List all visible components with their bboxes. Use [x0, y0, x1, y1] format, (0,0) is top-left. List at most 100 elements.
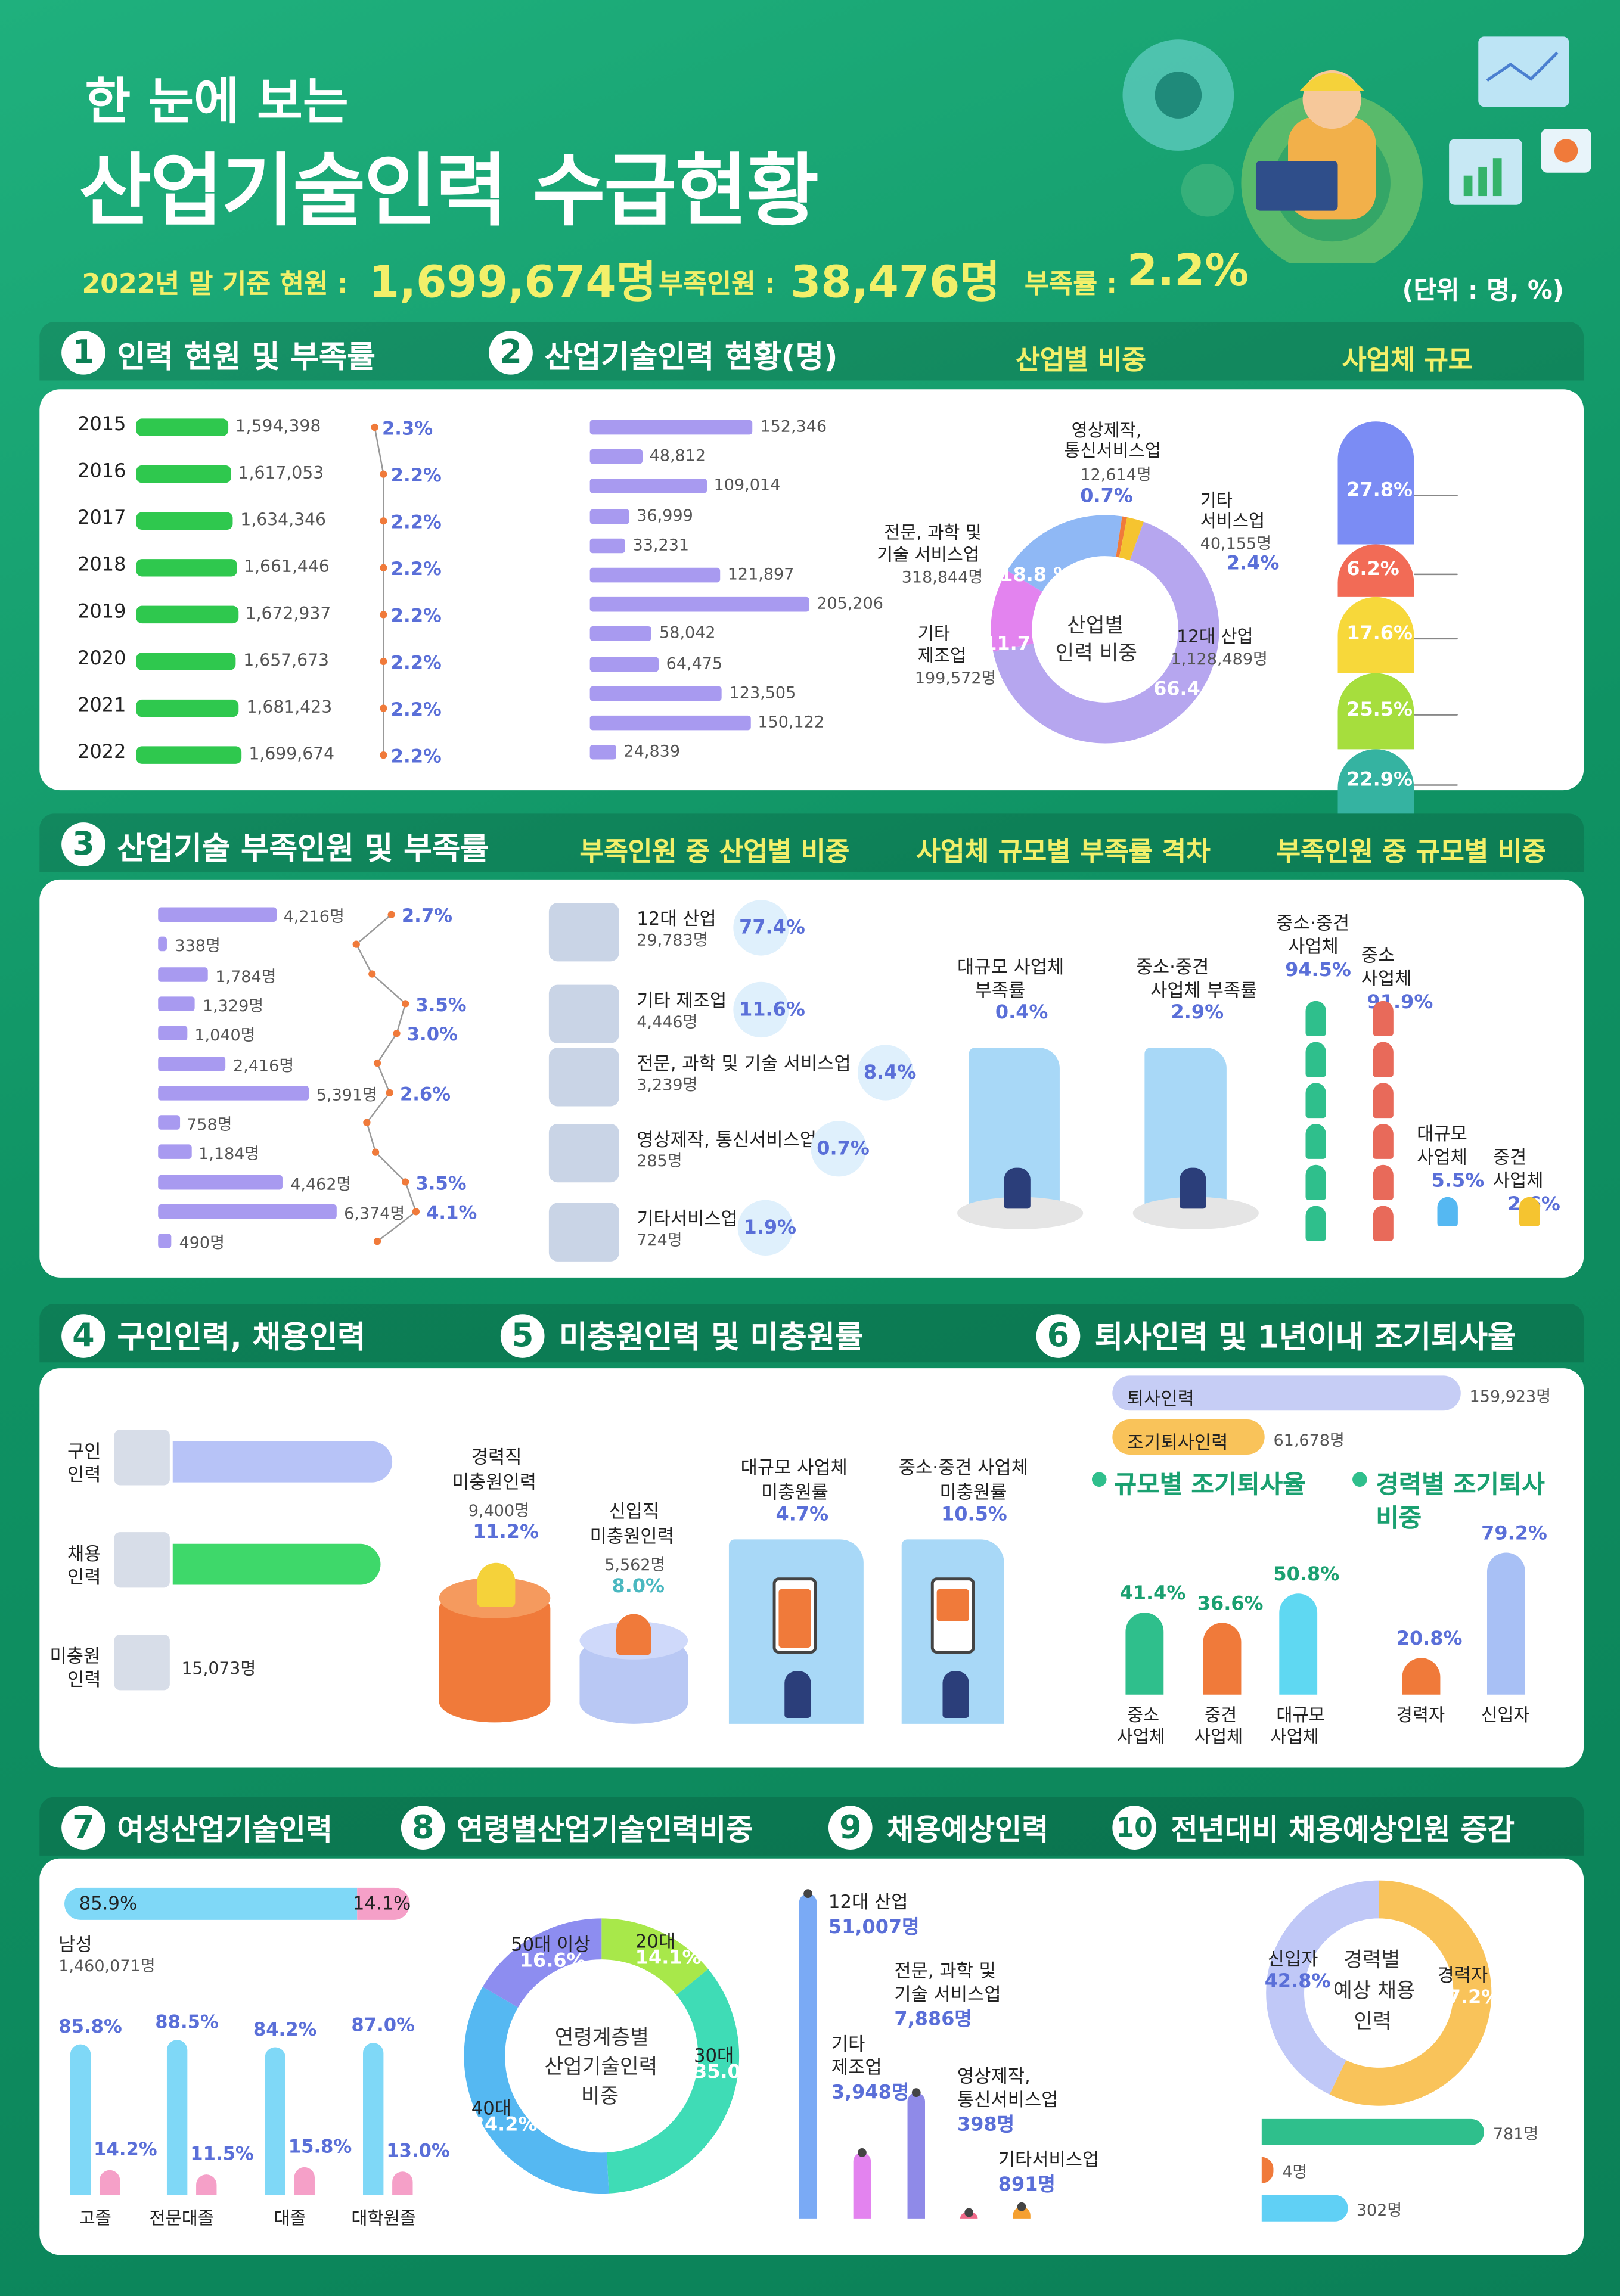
female-edu-pct: 15.8% — [288, 2135, 352, 2157]
rate-label: 2.2% — [390, 698, 442, 720]
section-10-title: 전년대비 채용예상인원 증감 — [1171, 1812, 1515, 1847]
unfilled-rate-name: 중소·중견 사업체 — [898, 1456, 1029, 1478]
age-pct: 35.0% — [694, 2062, 760, 2084]
firm-size-segment — [1337, 596, 1414, 673]
shortage-rate-point — [352, 940, 360, 948]
bullet-icon — [1091, 1472, 1107, 1487]
shortage-bar — [158, 996, 195, 1011]
early-size-name: 중견 — [1205, 1704, 1237, 1726]
firm-size-connector — [1414, 573, 1458, 576]
person-icon — [1437, 1197, 1458, 1226]
workforce-value: 1,617,053 — [238, 462, 324, 483]
industry-donut-slice-3 — [1116, 516, 1127, 558]
change-bar — [1261, 2118, 1485, 2146]
ann-pro-3: 318,844명 — [901, 567, 983, 587]
unfilled-rate-pct: 4.7% — [775, 1504, 829, 1527]
ann-pro-pct: 18.8 % — [1000, 564, 1073, 587]
section-4-title: 구인인력, 채용인력 — [117, 1320, 366, 1355]
section-8-number: 8 — [401, 1806, 445, 1850]
industry-value: 48,812 — [649, 446, 706, 466]
shortage-rate-point — [402, 1178, 409, 1186]
forecast-value: 51,007명 — [828, 1916, 920, 1939]
share-pct: 0.7% — [817, 1138, 870, 1161]
industry-donut-slice-2 — [1007, 515, 1122, 592]
age-donut-slice-3 — [482, 1918, 603, 2008]
donut1-center-2: 인력 비중 — [1055, 642, 1138, 666]
workforce-bar — [136, 418, 228, 436]
shortage-bar — [158, 907, 277, 922]
female-edu-pct: 13.0% — [386, 2140, 450, 2163]
firm-size-connector — [1414, 784, 1458, 786]
share-name: 영상제작, 통신서비스업 — [637, 1128, 817, 1151]
change-bar — [1261, 2195, 1348, 2222]
shortage-value: 758명 — [187, 1115, 232, 1135]
shortage-rate: 3.0% — [406, 1023, 458, 1045]
change-bar — [1261, 2157, 1274, 2183]
shortage-bar — [158, 1175, 283, 1189]
ann-mfg-3: 199,572명 — [914, 669, 997, 688]
person-icon — [1305, 1042, 1326, 1077]
section-1-number: 1 — [61, 330, 105, 375]
early-size-name-2: 사업체 — [1270, 1726, 1319, 1748]
industry-value: 152,346 — [760, 417, 827, 436]
firm-size-segment — [1337, 673, 1414, 750]
firm-size-pct: 17.6% — [1346, 623, 1413, 645]
forecast-dot — [964, 2208, 974, 2217]
industry-bar — [589, 656, 659, 672]
section-1-2-header — [39, 322, 1584, 381]
size-share-name-2: 사업체 — [1417, 1145, 1467, 1168]
recruit-icon — [114, 1430, 170, 1486]
monitor-icon — [1478, 36, 1569, 107]
rate-point — [380, 704, 387, 712]
year-label: 2021 — [77, 695, 126, 717]
share-value: 4,446명 — [637, 1012, 698, 1032]
gap-pct: 2.9% — [1171, 1002, 1224, 1024]
gap-name-2: 사업체 부족률 — [1150, 978, 1258, 1001]
age-center-2: 산업기술인력 — [544, 2056, 658, 2080]
ann-other-2: 서비스업 — [1200, 511, 1265, 532]
workforce-bar — [136, 512, 233, 530]
shortage-rate-point — [402, 1000, 409, 1008]
ann-other-1: 기타 — [1200, 490, 1233, 511]
firm-size-pct: 22.9% — [1346, 769, 1413, 792]
ann-pro-2: 기술 서비스업 — [876, 544, 980, 565]
year-label: 2017 — [77, 508, 126, 530]
female-edu-pct: 11.5% — [190, 2142, 254, 2165]
workforce-bar — [136, 465, 231, 483]
size-share-name: 대규모 — [1417, 1122, 1467, 1145]
panel-1-2 — [39, 389, 1584, 791]
workforce-value: 1,634,346 — [240, 509, 327, 530]
gap-pct: 0.4% — [995, 1002, 1048, 1024]
share-pct: 1.9% — [743, 1217, 797, 1239]
industry-value: 58,042 — [659, 624, 716, 644]
section-3-sub2: 사업체 규모별 부족률 격차 — [916, 837, 1211, 868]
career-pct: 57.2% — [1434, 1987, 1501, 2009]
person-icon — [1305, 1083, 1326, 1119]
person-icon — [1373, 1164, 1394, 1200]
early-size-bar — [1125, 1613, 1164, 1695]
share-pct: 11.6% — [739, 999, 805, 1022]
female-edu-pct: 14.2% — [94, 2137, 157, 2160]
recruit-name-2: 인력 — [67, 1565, 101, 1588]
person-icon — [1305, 1164, 1326, 1200]
person-icon — [1004, 1167, 1031, 1209]
stats-prefix: 2022년 말 기준 현원 : — [82, 269, 348, 300]
person-icon — [1373, 1042, 1394, 1077]
shortage-bar — [158, 1234, 172, 1249]
size-share-name: 중소 — [1361, 943, 1395, 966]
unfilled-pct: 11.2% — [473, 1521, 539, 1544]
rate-label: 2.2% — [390, 464, 442, 486]
rate-label: 2.3% — [381, 417, 433, 439]
rate-point — [380, 657, 387, 666]
stats-rate-label: 부족률 : — [1024, 269, 1118, 300]
shortage-rate: 2.6% — [399, 1082, 451, 1105]
shortage-value: 1,184명 — [198, 1145, 260, 1164]
rate-point — [380, 517, 387, 525]
female-share-bar — [357, 1887, 410, 1920]
workforce-value: 1,657,673 — [243, 650, 330, 670]
person-icon — [1305, 1001, 1326, 1036]
unfilled-name-2: 미충원인력 — [589, 1524, 674, 1547]
workforce-value: 1,594,398 — [235, 415, 321, 436]
early-resign-bar — [1112, 1419, 1265, 1455]
industry-bar — [589, 479, 707, 494]
